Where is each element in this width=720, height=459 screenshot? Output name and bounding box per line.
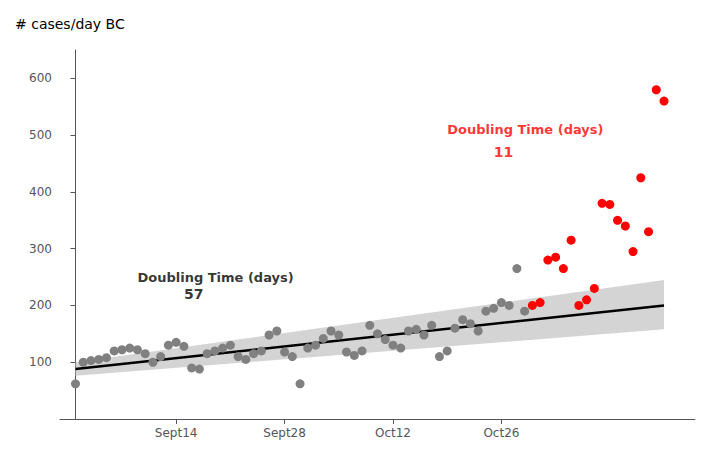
svg-text:Sept14: Sept14	[155, 426, 198, 440]
svg-text:500: 500	[29, 128, 52, 142]
svg-text:57: 57	[184, 286, 203, 302]
svg-text:Doubling Time (days): Doubling Time (days)	[137, 270, 293, 285]
svg-text:Sept28: Sept28	[263, 426, 306, 440]
svg-text:400: 400	[29, 185, 52, 199]
svg-text:Oct12: Oct12	[375, 426, 411, 440]
svg-text:600: 600	[29, 71, 52, 85]
svg-text:11: 11	[494, 144, 513, 160]
svg-text:Oct26: Oct26	[483, 426, 519, 440]
svg-text:300: 300	[29, 242, 52, 256]
svg-text:100: 100	[29, 355, 52, 369]
svg-text:# cases/day BC: # cases/day BC	[15, 16, 125, 32]
svg-text:200: 200	[29, 298, 52, 312]
svg-text:Doubling Time (days): Doubling Time (days)	[447, 122, 603, 137]
